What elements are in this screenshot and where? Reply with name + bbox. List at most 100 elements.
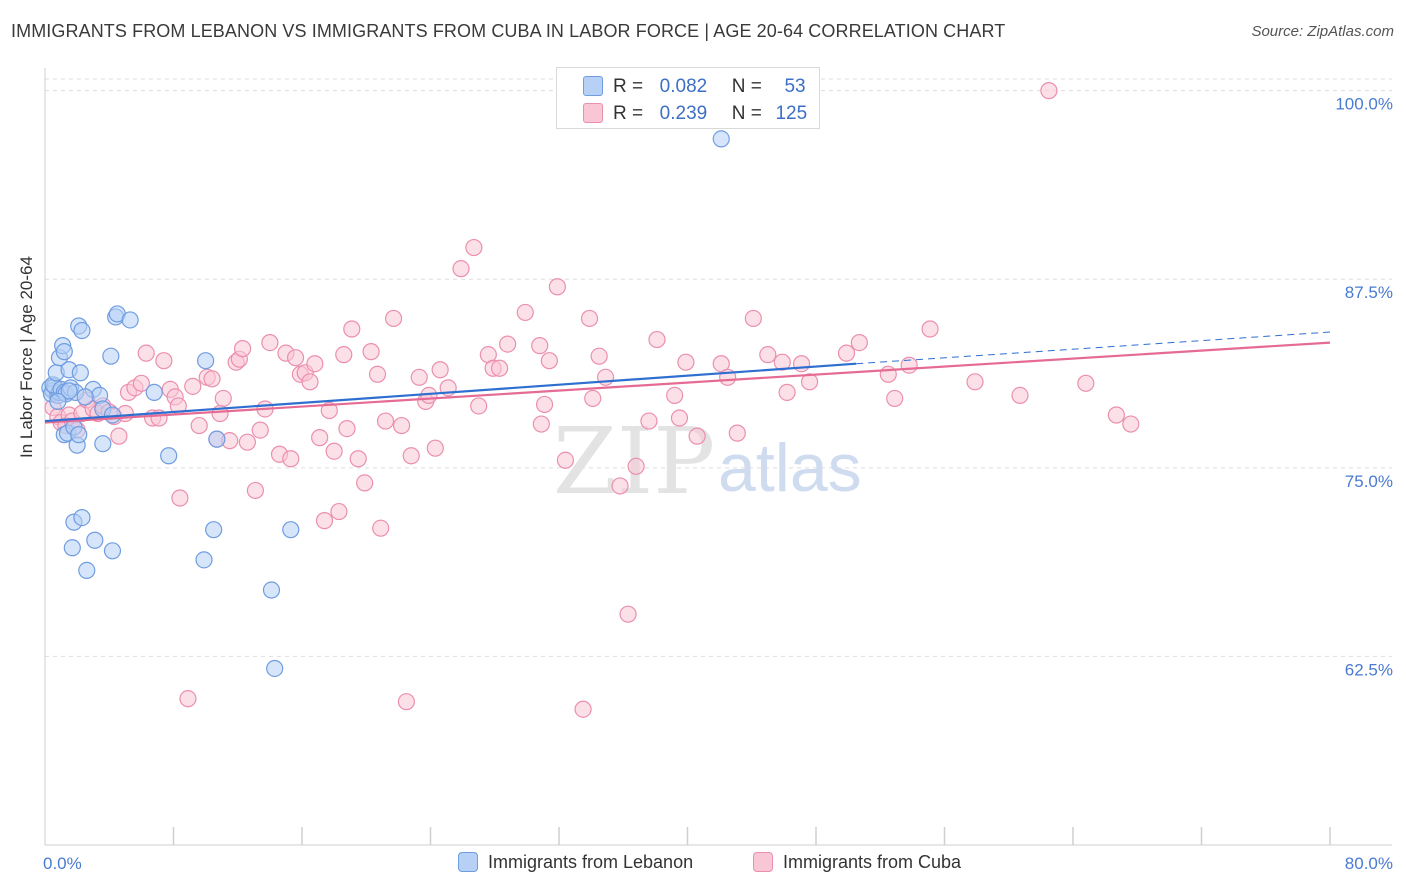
point-cuba bbox=[376, 412, 395, 430]
point-lebanon bbox=[94, 435, 112, 453]
point-lebanon bbox=[55, 343, 73, 361]
point-cuba bbox=[499, 335, 517, 353]
legend-stats: R = 0.082 N = 53 R = 0.239 N = 125 bbox=[556, 67, 820, 129]
point-cuba bbox=[179, 690, 197, 708]
legend-n-value-lebanon: 53 bbox=[784, 76, 806, 97]
point-lebanon bbox=[86, 531, 104, 549]
point-cuba bbox=[648, 330, 666, 349]
point-cuba bbox=[452, 260, 470, 278]
point-cuba bbox=[611, 477, 629, 495]
point-cuba bbox=[900, 356, 918, 374]
point-cuba bbox=[171, 489, 189, 507]
trend-line-lebanon bbox=[44, 362, 857, 423]
point-cuba bbox=[728, 424, 746, 442]
point-cuba bbox=[184, 377, 202, 395]
point-lebanon bbox=[282, 521, 300, 539]
legend-n-label: N = bbox=[731, 76, 762, 97]
point-cuba bbox=[301, 373, 319, 391]
point-cuba bbox=[320, 401, 338, 420]
point-cuba bbox=[1040, 82, 1058, 100]
point-cuba bbox=[315, 512, 334, 530]
point-cuba bbox=[155, 352, 173, 370]
legend-swatch-cuba bbox=[583, 103, 603, 123]
point-cuba bbox=[1077, 374, 1095, 392]
point-cuba bbox=[330, 502, 348, 521]
point-lebanon bbox=[195, 551, 213, 569]
point-cuba bbox=[548, 278, 566, 296]
point-lebanon bbox=[70, 426, 88, 444]
point-cuba bbox=[590, 347, 608, 365]
point-cuba bbox=[584, 389, 602, 408]
point-cuba bbox=[666, 386, 684, 404]
legend-r-label: R = bbox=[613, 76, 644, 97]
watermark: ZIP atlas bbox=[553, 408, 862, 515]
legend-n-value-cuba: 125 bbox=[775, 103, 808, 124]
trend-lines bbox=[44, 331, 1331, 424]
point-cuba bbox=[110, 427, 128, 445]
point-cuba bbox=[311, 429, 329, 447]
point-lebanon bbox=[712, 130, 730, 148]
point-cuba bbox=[426, 439, 444, 457]
point-cuba bbox=[778, 383, 796, 401]
point-cuba bbox=[397, 693, 416, 711]
legend-swatch-lebanon bbox=[583, 76, 603, 96]
legend-bottom-label-lebanon: Immigrants from Lebanon bbox=[488, 852, 694, 872]
point-cuba bbox=[886, 389, 904, 408]
point-cuba bbox=[306, 355, 324, 373]
point-cuba bbox=[465, 238, 483, 257]
legend-r-value-lebanon: 0.082 bbox=[659, 76, 708, 97]
legend-n-label: N = bbox=[731, 103, 762, 124]
point-lebanon bbox=[76, 388, 94, 406]
point-lebanon bbox=[63, 539, 81, 557]
point-cuba bbox=[349, 450, 367, 468]
point-cuba bbox=[470, 397, 488, 415]
point-cuba bbox=[261, 333, 279, 352]
point-lebanon bbox=[121, 311, 139, 329]
point-cuba bbox=[966, 373, 984, 391]
point-lebanon bbox=[205, 521, 223, 539]
point-cuba bbox=[850, 333, 868, 352]
point-cuba bbox=[238, 433, 256, 451]
source-label: Source: ZipAtlas.com bbox=[1251, 23, 1394, 40]
point-cuba bbox=[372, 519, 390, 537]
point-cuba bbox=[335, 346, 353, 364]
point-cuba bbox=[531, 337, 549, 355]
point-cuba bbox=[640, 412, 658, 430]
legend-bottom-swatch-cuba bbox=[753, 852, 773, 872]
point-lebanon bbox=[145, 383, 163, 401]
y-axis-label: In Labor Force | Age 20-64 bbox=[17, 256, 36, 458]
point-cuba bbox=[325, 442, 343, 460]
chart-title: IMMIGRANTS FROM LEBANON VS IMMIGRANTS FR… bbox=[11, 21, 1006, 41]
point-cuba bbox=[837, 344, 856, 362]
point-cuba bbox=[744, 309, 762, 328]
point-cuba bbox=[670, 409, 689, 427]
point-cuba bbox=[410, 368, 428, 386]
point-lebanon bbox=[71, 364, 89, 382]
point-cuba bbox=[233, 340, 252, 358]
point-cuba bbox=[619, 605, 637, 623]
legend-bottom-swatch-lebanon bbox=[458, 852, 478, 872]
point-cuba bbox=[773, 353, 791, 371]
point-cuba bbox=[431, 361, 449, 379]
point-cuba bbox=[286, 349, 305, 367]
point-cuba bbox=[574, 700, 592, 718]
axes bbox=[44, 68, 1392, 846]
point-lebanon bbox=[160, 447, 178, 465]
point-cuba bbox=[203, 370, 221, 388]
series-cuba bbox=[44, 82, 1140, 718]
point-cuba bbox=[516, 303, 534, 322]
legend-bottom-label-cuba: Immigrants from Cuba bbox=[783, 852, 962, 872]
point-cuba bbox=[362, 343, 380, 361]
x-tick-label: 0.0% bbox=[43, 854, 82, 873]
point-cuba bbox=[132, 374, 150, 392]
point-cuba bbox=[759, 346, 777, 364]
series-lebanon bbox=[41, 130, 730, 678]
point-lebanon bbox=[262, 581, 281, 599]
point-lebanon bbox=[73, 509, 91, 527]
point-cuba bbox=[402, 447, 420, 465]
point-cuba bbox=[490, 359, 509, 377]
point-cuba bbox=[677, 353, 695, 371]
point-cuba bbox=[251, 421, 269, 439]
point-cuba bbox=[1107, 406, 1125, 424]
